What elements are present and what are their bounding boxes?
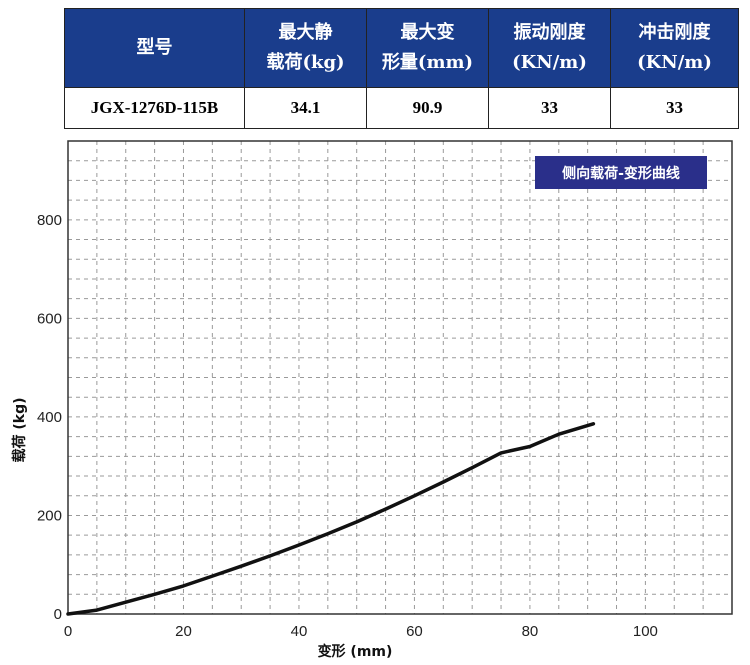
grid-layer bbox=[68, 141, 732, 614]
value-max-deformation: 90.9 bbox=[366, 87, 489, 129]
y-tick-label: 200 bbox=[37, 507, 62, 524]
x-tick-label: 20 bbox=[175, 623, 192, 640]
x-tick-label: 80 bbox=[522, 623, 539, 640]
value-max-static-load: 34.1 bbox=[244, 87, 367, 129]
x-tick-labels: 0 20 40 60 80 100 bbox=[64, 623, 658, 640]
y-tick-label: 400 bbox=[37, 409, 62, 426]
header-max-deformation-line1: 最大变 bbox=[400, 22, 455, 43]
header-vibration-stiffness-line1: 振动刚度 bbox=[513, 22, 586, 43]
plot-frame bbox=[67, 140, 733, 615]
header-model: 型号 bbox=[64, 8, 245, 88]
header-max-deformation: 最大变 形量(mm) bbox=[366, 8, 489, 88]
y-tick-label: 0 bbox=[54, 606, 62, 623]
y-tick-labels: 0 200 400 600 800 bbox=[37, 212, 62, 623]
value-vibration-stiffness: 33 bbox=[488, 87, 611, 129]
spec-table: 型号 最大静 载荷(kg) 最大变 形量(mm) 振动刚度 (KN/m) 冲击刚… bbox=[64, 8, 739, 129]
header-impact-stiffness-line1: 冲击刚度 bbox=[638, 22, 711, 43]
header-vibration-stiffness: 振动刚度 (KN/m) bbox=[488, 8, 611, 88]
chart-title-legend: 侧向载荷-变形曲线 bbox=[535, 156, 707, 189]
load-deformation-curve bbox=[66, 422, 596, 616]
x-tick-label: 60 bbox=[406, 623, 423, 640]
x-tick-label: 100 bbox=[633, 623, 658, 640]
x-tick-label: 40 bbox=[291, 623, 308, 640]
header-max-static-load-line1: 最大静 bbox=[278, 22, 333, 43]
x-axis-title: 变形 (mm) bbox=[318, 643, 393, 660]
value-impact-stiffness: 33 bbox=[610, 87, 739, 129]
header-max-static-load-line2: 载荷(kg) bbox=[266, 52, 345, 73]
header-impact-stiffness-line2: (KN/m) bbox=[637, 52, 712, 73]
header-vibration-stiffness-line2: (KN/m) bbox=[512, 52, 587, 73]
chart-title-box bbox=[535, 156, 707, 189]
value-model: JGX-1276D-115B bbox=[64, 87, 245, 129]
chart-title: 侧向载荷-变形曲线 bbox=[562, 165, 680, 182]
spec-value-row: JGX-1276D-115B 34.1 90.9 33 33 bbox=[64, 87, 739, 129]
header-max-deformation-line2: 形量(mm) bbox=[381, 52, 474, 73]
y-axis-title: 载荷 (kg) bbox=[11, 397, 28, 462]
y-tick-label: 600 bbox=[37, 310, 62, 327]
x-tick-label: 0 bbox=[64, 623, 72, 640]
y-tick-label: 800 bbox=[37, 212, 62, 229]
spec-header-row: 型号 最大静 载荷(kg) 最大变 形量(mm) 振动刚度 (KN/m) 冲击刚… bbox=[64, 8, 739, 88]
header-model-line1: 型号 bbox=[136, 37, 173, 58]
